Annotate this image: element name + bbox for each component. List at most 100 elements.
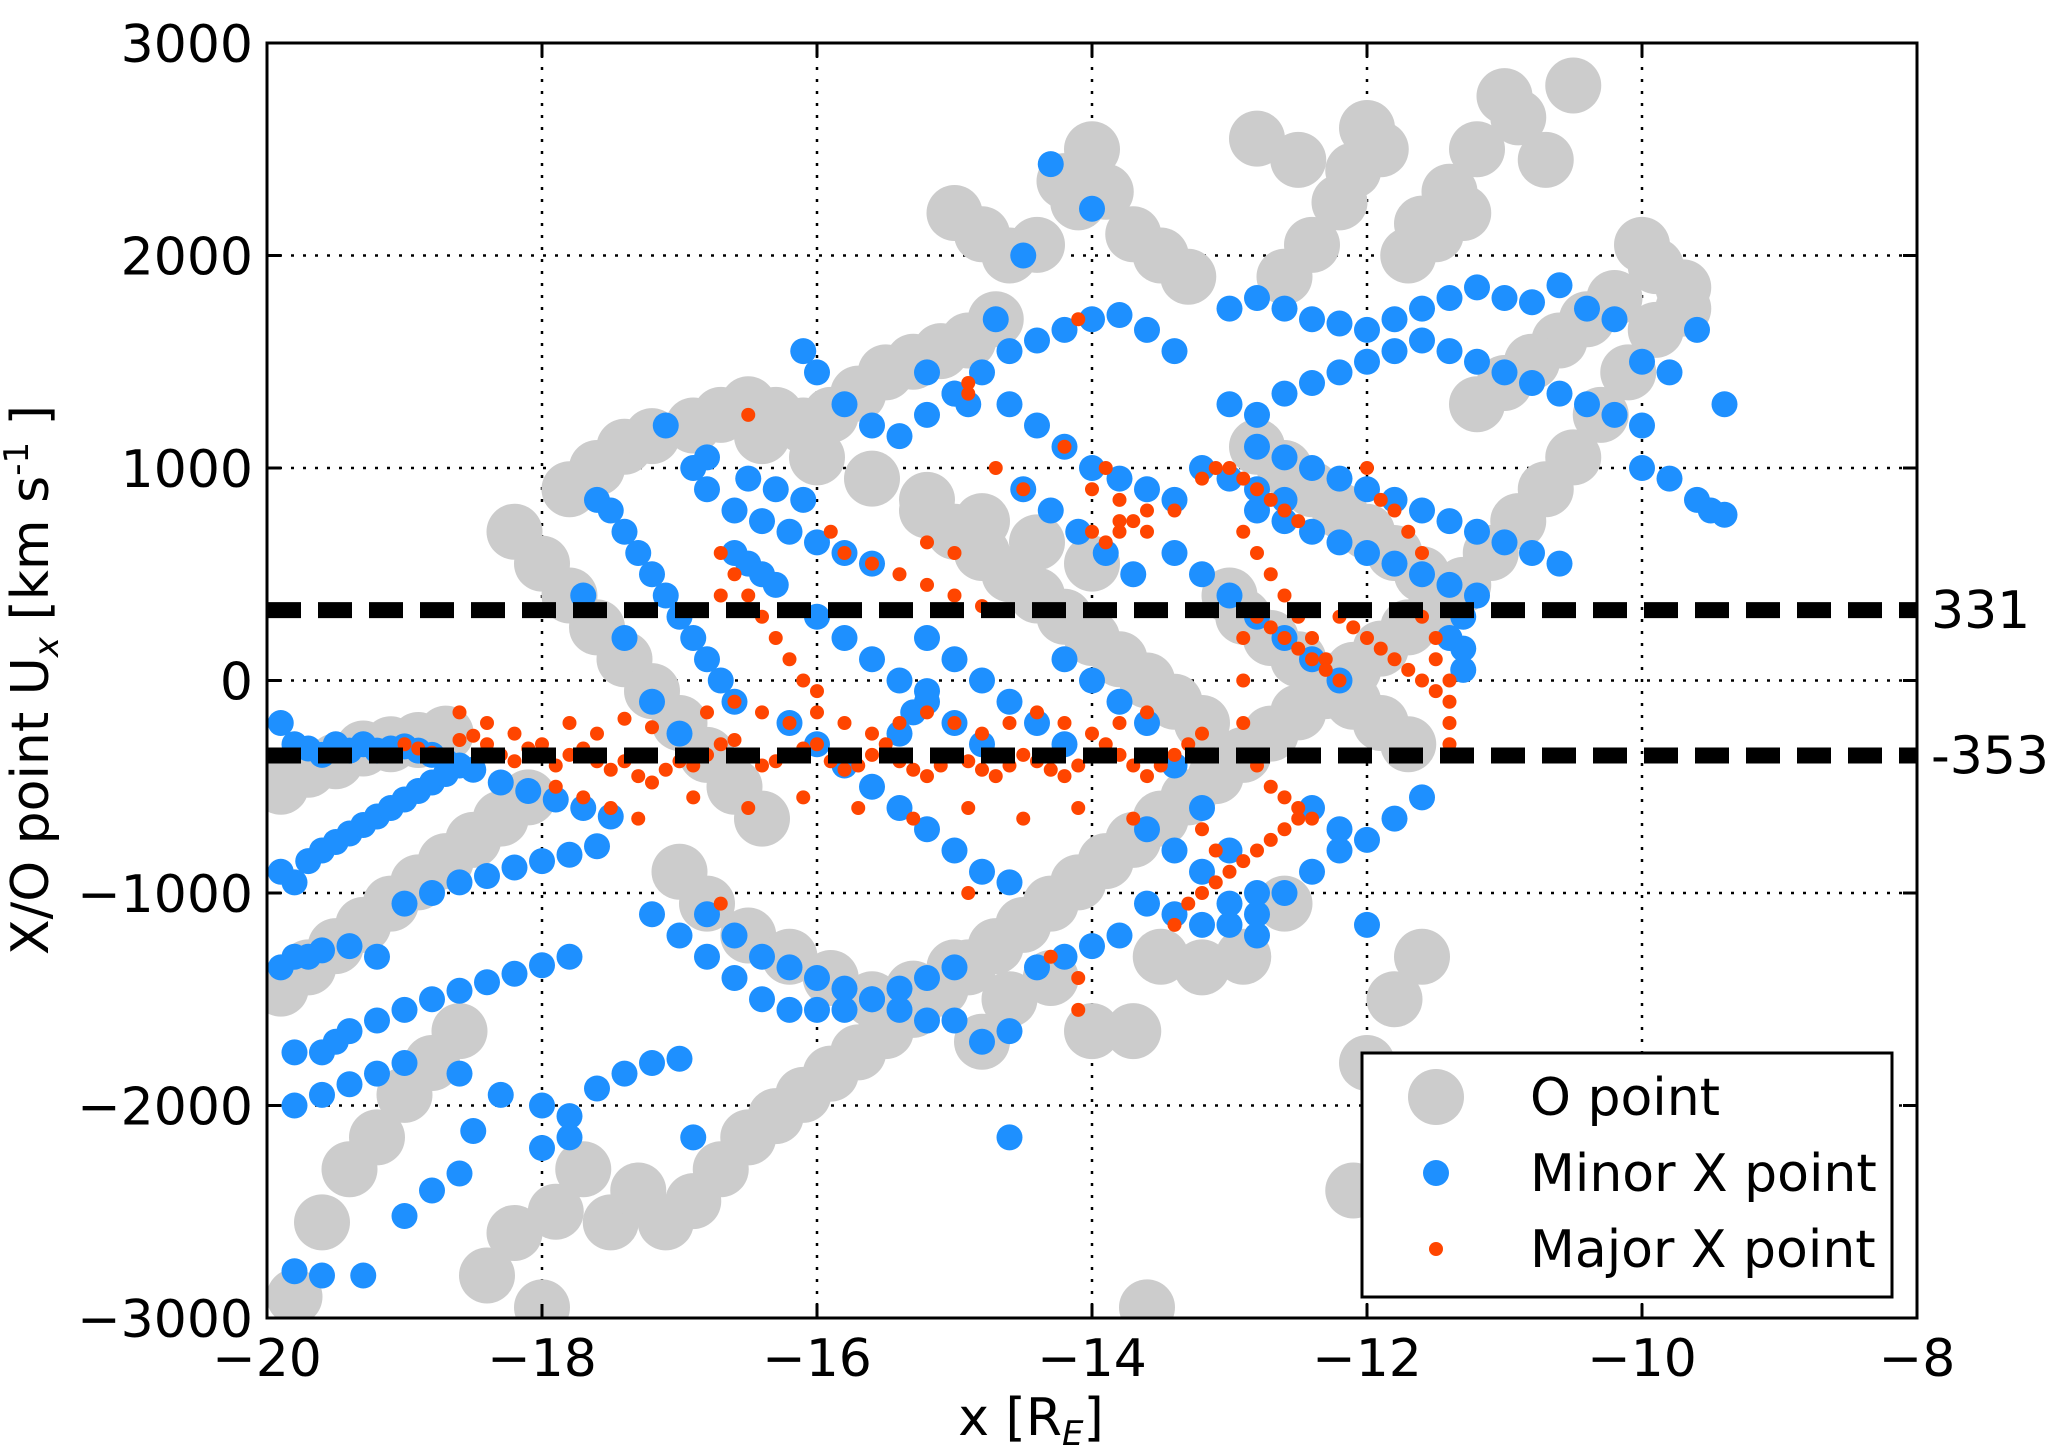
data-point	[666, 720, 693, 747]
data-point	[1517, 131, 1574, 188]
data-point	[364, 1060, 390, 1087]
data-point	[515, 778, 542, 804]
data-point	[1071, 801, 1086, 815]
data-point	[947, 588, 962, 603]
data-point	[914, 401, 940, 428]
data-point	[1057, 439, 1072, 454]
data-point	[1415, 546, 1429, 560]
data-point	[1065, 518, 1092, 545]
data-point	[281, 1039, 308, 1066]
data-point	[570, 582, 597, 609]
data-point	[1291, 801, 1306, 815]
data-point	[1354, 316, 1380, 343]
data-point	[1244, 285, 1270, 311]
data-point	[611, 518, 638, 545]
data-point	[823, 524, 838, 539]
data-point	[969, 359, 995, 386]
data-point	[886, 996, 913, 1023]
data-point	[1140, 524, 1154, 539]
reference-lines	[267, 602, 1917, 764]
data-point	[707, 667, 734, 694]
data-point	[1216, 465, 1243, 492]
x-tick-label: −10	[1587, 1329, 1697, 1389]
data-point	[914, 678, 940, 705]
data-point	[639, 901, 665, 928]
data-point	[1229, 110, 1285, 167]
data-point	[1271, 508, 1298, 535]
legend-marker-minor-x-point	[1423, 1160, 1449, 1186]
data-point	[776, 954, 803, 981]
data-point	[474, 863, 500, 889]
data-point	[1491, 529, 1518, 556]
data-point	[851, 801, 866, 815]
data-point	[1216, 890, 1243, 917]
data-point	[1189, 561, 1215, 588]
data-point	[1195, 886, 1209, 900]
data-point	[1244, 433, 1270, 460]
data-point	[961, 886, 976, 900]
data-point	[969, 858, 995, 885]
data-point	[1409, 561, 1435, 588]
x-tick-label: −12	[1312, 1329, 1422, 1389]
data-point	[1271, 486, 1298, 513]
data-point	[1656, 465, 1683, 492]
data-point	[1161, 338, 1188, 365]
data-point	[1106, 922, 1133, 949]
data-point	[1318, 652, 1333, 667]
data-point	[1064, 1003, 1120, 1060]
data-point	[914, 625, 940, 651]
data-point	[996, 338, 1023, 365]
data-point	[1024, 412, 1050, 439]
data-point	[1436, 285, 1463, 311]
data-point	[859, 773, 885, 800]
data-point	[1546, 550, 1573, 577]
data-point	[1519, 289, 1545, 316]
data-point	[1299, 455, 1325, 481]
data-point	[584, 1075, 610, 1102]
y-tick-label: 2000	[121, 228, 253, 288]
data-point	[658, 762, 673, 777]
data-point	[1428, 652, 1443, 667]
data-point	[700, 705, 714, 720]
data-point	[947, 716, 962, 730]
data-point	[941, 1007, 968, 1034]
legend-marker-major-x-point	[1429, 1242, 1443, 1256]
data-point	[1208, 461, 1223, 475]
data-point	[555, 1141, 612, 1198]
data-point	[1428, 631, 1443, 645]
data-point	[514, 1279, 570, 1318]
data-point	[1449, 121, 1505, 178]
data-point	[1545, 429, 1602, 486]
data-point	[1629, 348, 1655, 375]
data-point	[1366, 971, 1423, 1028]
data-point	[961, 801, 976, 815]
data-point	[1381, 805, 1408, 832]
data-point	[886, 975, 913, 1002]
y-axis-label-subscript: x	[27, 636, 67, 658]
data-point	[645, 720, 659, 735]
data-point	[336, 1071, 363, 1098]
data-point	[1134, 890, 1160, 917]
data-point	[1064, 121, 1120, 178]
data-point	[529, 1135, 555, 1161]
data-point	[1140, 503, 1154, 518]
data-point	[1161, 540, 1188, 566]
data-point	[1436, 338, 1463, 365]
data-point	[1354, 826, 1380, 853]
data-point	[969, 1028, 995, 1055]
data-point	[741, 588, 756, 603]
data-point	[364, 1007, 390, 1034]
data-point	[721, 922, 748, 949]
data-point	[1051, 316, 1078, 343]
data-point	[749, 508, 775, 535]
data-point	[391, 1203, 418, 1229]
data-point	[1134, 476, 1160, 503]
data-point	[1373, 641, 1388, 656]
y-tick-label: 0	[220, 653, 253, 713]
data-point	[1326, 359, 1353, 386]
data-point	[920, 705, 934, 720]
data-point	[941, 954, 968, 981]
data-point	[1057, 716, 1072, 730]
data-point	[1284, 216, 1340, 273]
data-point	[1354, 348, 1380, 375]
